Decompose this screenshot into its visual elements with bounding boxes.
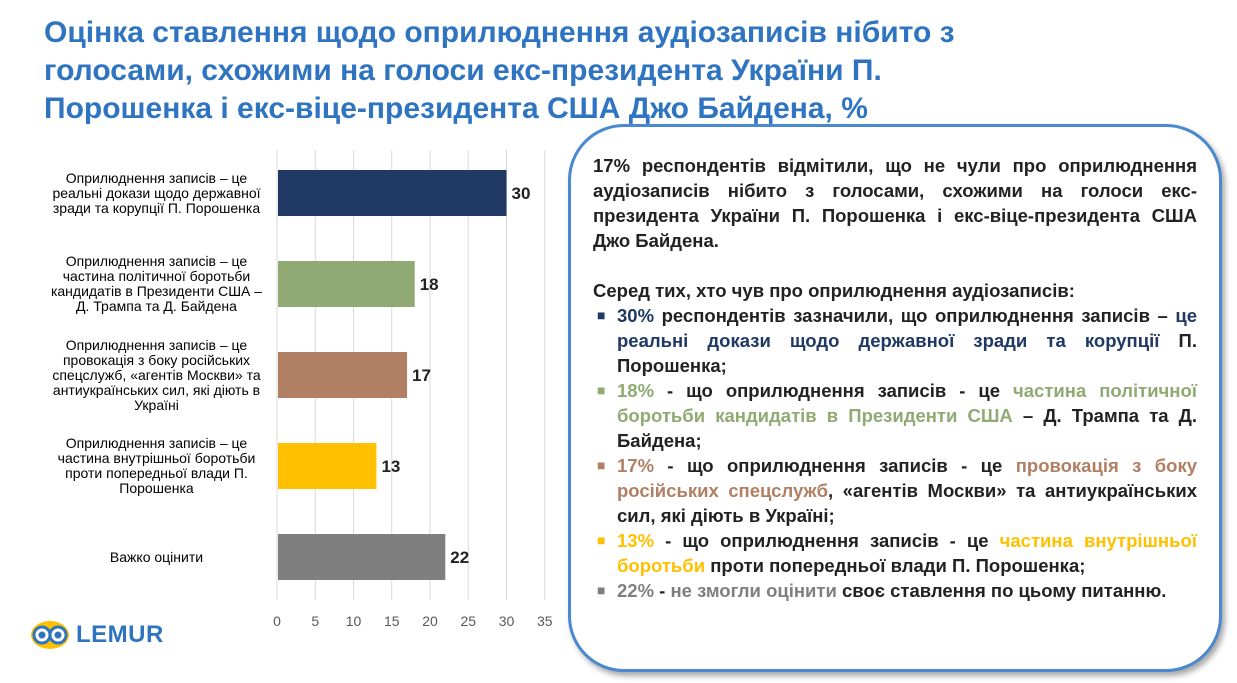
summary-item-percent: 17% — [617, 455, 655, 476]
category-label: Оприлюднення записів – це частина внутрі… — [57, 435, 256, 496]
summary-item-text: - — [654, 580, 671, 601]
x-tick-label: 15 — [384, 613, 400, 629]
page-title: Оцінка ставлення щодо оприлюднення аудіо… — [44, 16, 955, 125]
summary-item-text-end: своє ставлення по цьому питанню. — [836, 580, 1167, 601]
summary-item-highlight: це реальні докази щодо державної зради т… — [617, 305, 1197, 351]
summary-item-text-end: П. Порошенка; — [617, 330, 1197, 376]
summary-item: ■ 18% - що оприлюднення записів - це част… — [593, 378, 1197, 453]
bullet-icon: ■ — [597, 382, 606, 398]
summary-intro: 17% респондентів відмітили, що не чули п… — [593, 155, 1197, 251]
summary-item-percent: 13% — [617, 530, 655, 551]
bar — [278, 170, 507, 216]
bullet-icon: ■ — [597, 532, 606, 548]
x-tick-label: 10 — [346, 613, 362, 629]
bar-value-label: 13 — [381, 457, 400, 476]
bar — [278, 443, 377, 489]
bullet-icon: ■ — [597, 582, 606, 598]
category-label: Оприлюднення записів – це провокація з б… — [52, 336, 261, 413]
summary-box: 17% респондентів відмітили, що не чули п… — [568, 124, 1222, 672]
summary-item-highlight: частина внутрішньої боротьби — [617, 530, 1197, 576]
summary-item: ■ 17% - що оприлюднення записів - це пров… — [593, 453, 1197, 528]
logo-brand: LEMUR — [76, 621, 164, 648]
summary-item: ■ 30% респондентів зазначили, що оприлюдн… — [593, 303, 1197, 378]
lemur-eyes-icon — [31, 621, 69, 649]
category-label: Оприлюднення записів – це частина політи… — [50, 253, 263, 314]
x-tick-label: 0 — [273, 613, 281, 629]
logo: LEMUR — [30, 617, 164, 653]
summary-item: ■ 13% - що оприлюднення записів - це част… — [593, 528, 1197, 578]
bar — [278, 352, 408, 398]
bar — [278, 261, 415, 307]
bullet-icon: ■ — [597, 307, 606, 323]
summary-heading: Серед тих, хто чув про оприлюднення ауді… — [593, 280, 1075, 301]
summary-item-text-end: , «агентів Москви» та антиукраїнських си… — [617, 480, 1197, 526]
bar-value-label: 18 — [420, 275, 439, 294]
summary-item-text: - що оприлюднення записів - це — [654, 530, 1000, 551]
category-label: Оприлюднення записів – це реальні докази… — [52, 169, 261, 216]
summary-list: ■ 30% респондентів зазначили, що оприлюдн… — [593, 303, 1197, 603]
x-tick-label: 30 — [499, 613, 515, 629]
summary-item-percent: 30% — [617, 305, 655, 326]
bar — [278, 534, 446, 580]
summary-item-text-end: проти попередньої влади П. Порошенка; — [705, 555, 1086, 576]
summary-item-highlight: не змогли оцінити — [670, 580, 837, 601]
summary-item-text: - що оприлюднення записів - це — [654, 380, 1014, 401]
summary-item: ■ 22% - не змогли оцінити своє ставлення … — [593, 578, 1197, 603]
x-tick-label: 35 — [537, 613, 553, 629]
x-tick-label: 20 — [422, 613, 438, 629]
bullet-icon: ■ — [597, 457, 606, 473]
x-tick-label: 5 — [311, 613, 319, 629]
summary-item-percent: 22% — [617, 580, 655, 601]
summary-item-text: респондентів зазначили, що оприлюднення … — [654, 305, 1176, 326]
summary-item-highlight: частина політичної боротьби кандидатів в… — [617, 380, 1197, 426]
summary-item-percent: 18% — [617, 380, 655, 401]
summary-item-text: - що оприлюднення записів - це — [654, 455, 1016, 476]
summary-item-highlight: провокація з боку російських спецслужб — [617, 455, 1198, 501]
summary-item-text-end: – Д. Трампа та Д. Байдена; — [617, 405, 1197, 451]
bar-value-label: 22 — [450, 548, 469, 567]
category-label: Важко оцінити — [109, 548, 204, 565]
x-tick-label: 25 — [460, 613, 476, 629]
bar-value-label: 17 — [412, 366, 431, 385]
bar-value-label: 30 — [512, 184, 531, 203]
